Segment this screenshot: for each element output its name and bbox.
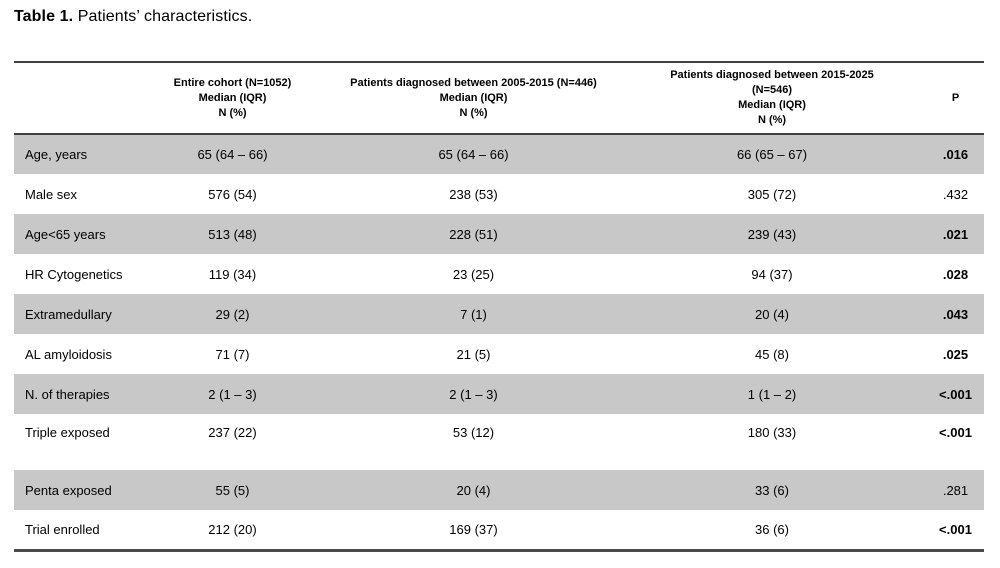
- cohort-2015-2025-cell: 1 (1 – 2): [747, 386, 797, 402]
- cohort-2015-2025-cell: 94 (37): [751, 266, 793, 282]
- p-value-cell: .432: [942, 186, 969, 202]
- header-cohort-2015-2025-line4: N (%): [757, 114, 787, 126]
- entire-cohort-cell: 65 (64 – 66): [197, 147, 268, 162]
- row-label-cell: Penta exposed: [25, 482, 112, 498]
- cohort-2015-2025-cell: 239 (43): [747, 226, 797, 242]
- table-header: Entire cohort (N=1052) Median (IQR) N (%…: [14, 62, 984, 134]
- entire-cohort-cell: 29 (2): [215, 306, 250, 322]
- table-caption: Table 1. Patients’ characteristics.: [14, 8, 252, 26]
- row-label-cell: AL amyloidosis: [25, 346, 112, 362]
- header-entire-cohort: Entire cohort (N=1052) Median (IQR) N (%…: [135, 62, 330, 134]
- cohort-2005-2015-cell: 7 (1): [460, 306, 487, 322]
- table-row: HR Cytogenetics 119 (34) 23 (25) 94 (37)…: [14, 254, 984, 294]
- row-label-cell: HR Cytogenetics: [25, 266, 123, 282]
- header-cohort-2015-2025-line1: Patients diagnosed between 2015-2025: [670, 69, 874, 81]
- table-row: Extramedullary 29 (2) 7 (1) 20 (4) .043: [14, 294, 984, 334]
- entire-cohort-cell: 2 (1 – 3): [208, 386, 257, 402]
- header-cohort-2015-2025: Patients diagnosed between 2015-2025 (N=…: [617, 62, 927, 134]
- entire-cohort-cell: 513 (48): [208, 226, 257, 242]
- header-empty-cell: [14, 62, 135, 134]
- entire-cohort-cell: 119 (34): [208, 266, 257, 282]
- row-label-cell: N. of therapies: [25, 386, 110, 402]
- header-cohort-2005-2015-line2: Median (IQR): [439, 91, 508, 104]
- cohort-2015-2025-cell: 36 (6): [755, 521, 789, 537]
- p-value-cell: <.001: [939, 425, 972, 440]
- table-row: N. of therapies 2 (1 – 3) 2 (1 – 3) 1 (1…: [14, 374, 984, 414]
- cohort-2015-2025-cell: 305 (72): [747, 186, 797, 202]
- row-label-cell: Age, years: [25, 147, 88, 162]
- cohort-2005-2015-cell: 20 (4): [456, 482, 491, 498]
- table-row: Male sex 576 (54) 238 (53) 305 (72) .432: [14, 174, 984, 214]
- p-value-cell: .028: [942, 266, 969, 282]
- header-entire-cohort-line1: Entire cohort (N=1052): [173, 76, 292, 89]
- entire-cohort-cell: 237 (22): [208, 425, 257, 440]
- table-caption-text: Patients’ characteristics.: [73, 8, 253, 25]
- table-row: AL amyloidosis 71 (7) 21 (5) 45 (8) .025: [14, 334, 984, 374]
- row-label-cell: Trial enrolled: [25, 521, 100, 537]
- header-cohort-2015-2025-line3: Median (IQR): [738, 99, 806, 111]
- cohort-2015-2025-cell: 45 (8): [755, 346, 789, 362]
- table-row: Age, years 65 (64 – 66) 65 (64 – 66) 66 …: [14, 134, 984, 174]
- p-value-cell: .281: [942, 482, 969, 498]
- table-row: Penta exposed 55 (5) 20 (4) 33 (6) .281: [14, 470, 984, 510]
- cohort-2015-2025-cell: 66 (65 – 67): [736, 147, 808, 162]
- table-caption-number: Table 1.: [14, 8, 74, 25]
- header-p-value: P: [951, 91, 960, 104]
- row-label-cell: Age<65 years: [25, 226, 106, 242]
- cohort-2005-2015-cell: 2 (1 – 3): [449, 386, 498, 402]
- header-row: Entire cohort (N=1052) Median (IQR) N (%…: [14, 62, 984, 134]
- header-cohort-2005-2015-line1: Patients diagnosed between 2005-2015 (N=…: [350, 76, 597, 89]
- p-value-cell: .016: [942, 147, 969, 162]
- patients-characteristics-table: Entire cohort (N=1052) Median (IQR) N (%…: [14, 61, 984, 552]
- header-cohort-2015-2025-line2: (N=546): [751, 84, 793, 96]
- p-value-cell: .025: [942, 346, 969, 362]
- header-cohort-2005-2015: Patients diagnosed between 2005-2015 (N=…: [330, 62, 617, 134]
- table-row: Age<65 years 513 (48) 228 (51) 239 (43) …: [14, 214, 984, 254]
- p-value-cell: .021: [942, 226, 969, 242]
- cohort-2015-2025-cell: 33 (6): [755, 482, 789, 498]
- cohort-2005-2015-cell: 169 (37): [449, 521, 498, 537]
- row-label-cell: Triple exposed: [25, 425, 110, 440]
- row-label-cell: Male sex: [25, 186, 78, 202]
- header-entire-cohort-line3: N (%): [218, 106, 247, 119]
- entire-cohort-cell: 71 (7): [215, 346, 250, 362]
- p-value-cell: <.001: [939, 386, 972, 402]
- entire-cohort-cell: 55 (5): [215, 482, 250, 498]
- header-entire-cohort-line2: Median (IQR): [198, 91, 267, 104]
- table-row: Trial enrolled 212 (20) 169 (37) 36 (6) …: [14, 510, 984, 550]
- cohort-2005-2015-cell: 23 (25): [452, 266, 495, 282]
- cohort-2005-2015-cell: 228 (51): [449, 226, 498, 242]
- header-cohort-2005-2015-line3: N (%): [459, 106, 488, 119]
- table-body: Age, years 65 (64 – 66) 65 (64 – 66) 66 …: [14, 134, 984, 550]
- table-row: Triple exposed 237 (22) 53 (12) 180 (33)…: [14, 414, 984, 470]
- entire-cohort-cell: 212 (20): [208, 521, 257, 537]
- cohort-2005-2015-cell: 238 (53): [449, 186, 498, 202]
- cohort-2005-2015-cell: 21 (5): [456, 346, 491, 362]
- p-value-cell: .043: [942, 306, 969, 322]
- p-value-cell: <.001: [939, 521, 972, 537]
- entire-cohort-cell: 576 (54): [208, 186, 257, 202]
- cohort-2015-2025-cell: 20 (4): [755, 306, 789, 322]
- row-label-cell: Extramedullary: [25, 306, 112, 322]
- cohort-2005-2015-cell: 53 (12): [452, 425, 495, 440]
- cohort-2015-2025-cell: 180 (33): [747, 425, 797, 440]
- cohort-2005-2015-cell: 65 (64 – 66): [438, 147, 509, 162]
